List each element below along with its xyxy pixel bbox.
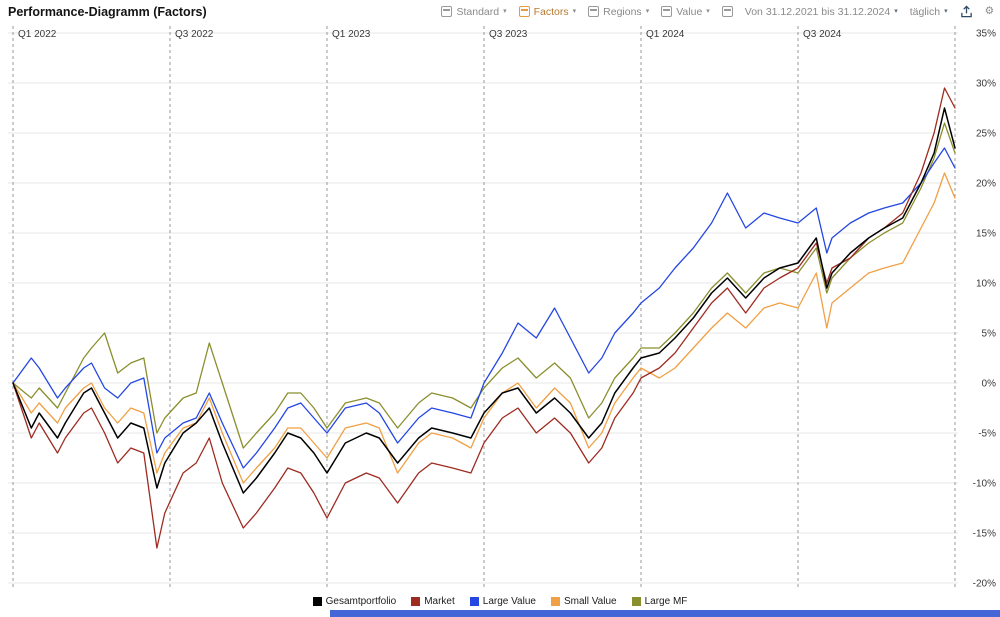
chevron-down-icon: ▾ [706, 7, 710, 15]
x-axis-label: Q1 2024 [646, 29, 685, 40]
legend-swatch [312, 596, 322, 606]
legend-label: Market [424, 595, 455, 607]
x-axis-label: Q3 2024 [803, 29, 842, 40]
y-axis-label: 35% [976, 29, 996, 40]
settings-button[interactable]: ⚙ [985, 6, 994, 17]
legend-label: Gesamtportfolio [325, 595, 397, 607]
series-line-small-value[interactable] [12, 172, 956, 484]
config-label: Standard [456, 5, 500, 18]
config-label: Value [676, 5, 703, 18]
y-axis-label: -15% [973, 529, 996, 540]
legend-item-small-value[interactable]: Small Value [550, 595, 617, 607]
y-axis-label: 10% [976, 279, 996, 290]
page-title: Performance-Diagramm (Factors) [8, 4, 207, 19]
chevron-down-icon: ▾ [944, 7, 948, 15]
gear-icon: ⚙ [984, 5, 994, 18]
config-icon [441, 6, 453, 17]
config-button-standard[interactable]: Standard ▾ [441, 5, 507, 18]
legend-swatch [550, 596, 560, 606]
export-button[interactable] [960, 5, 973, 18]
export-icon [960, 5, 972, 18]
new-config-icon [721, 6, 733, 17]
y-axis-label: -5% [978, 429, 996, 440]
config-button-value[interactable]: Value ▾ [661, 6, 710, 18]
legend-label: Small Value [563, 595, 617, 607]
chevron-down-icon: ▾ [572, 7, 577, 15]
date-range-button[interactable]: Von 31.12.2021 bis 31.12.2024 ▾ [745, 6, 898, 18]
y-axis-label: 30% [976, 79, 996, 90]
config-label: Regions [603, 5, 642, 18]
new-config-button[interactable] [721, 6, 733, 17]
legend-item-gesamtportfolio[interactable]: Gesamtportfolio [312, 595, 397, 607]
performance-chart[interactable]: 35% 30% 25% 20% 15% 10% 5% 0% -5% -10% -15% -20% Q1 … [0, 20, 1000, 592]
config-button-factors[interactable]: Factors ▾ [518, 5, 577, 18]
x-axis-label: Q1 2023 [332, 29, 371, 40]
interval-label: täglich [909, 5, 941, 18]
y-axis-label: 20% [976, 179, 996, 190]
chevron-down-icon: ▾ [894, 7, 898, 15]
series-line-large-mf[interactable] [12, 122, 956, 449]
y-axis-label: -20% [973, 579, 996, 590]
bottom-blue-bar [330, 610, 1000, 617]
y-axis-label: 0% [982, 379, 997, 390]
legend-label: Large Value [482, 595, 536, 607]
legend-item-market[interactable]: Market [411, 596, 455, 607]
legend-swatch [469, 596, 479, 606]
chart-legend: Gesamtportfolio Market Large Value Small Va… [0, 592, 1000, 610]
legend-item-large-value[interactable]: Large Value [469, 595, 536, 607]
series-line-gesamtportfolio[interactable] [12, 107, 956, 494]
chevron-down-icon: ▾ [503, 7, 507, 15]
y-axis-label: -10% [973, 479, 996, 490]
legend-swatch [631, 596, 641, 606]
interval-button[interactable]: täglich ▾ [910, 6, 948, 18]
x-axis-label: Q3 2022 [175, 29, 214, 40]
y-axis-label: 5% [982, 329, 997, 340]
date-range-label: Von 31.12.2021 bis 31.12.2024 [744, 5, 891, 18]
config-icon [518, 6, 530, 17]
x-axis-label: Q1 2022 [18, 29, 57, 40]
legend-swatch [411, 596, 421, 606]
legend-item-large-mf[interactable]: Large MF [631, 595, 688, 607]
config-label: Factors [533, 5, 569, 18]
chevron-down-icon: ▾ [645, 7, 650, 15]
config-icon [661, 6, 673, 17]
y-axis-label: 15% [976, 229, 996, 240]
series-line-large-value[interactable] [12, 147, 956, 469]
x-axis-label: Q3 2023 [489, 29, 528, 40]
legend-label: Large MF [644, 595, 688, 607]
toolbar: Performance-Diagramm (Factors) Standard ▾… [0, 0, 1000, 20]
config-icon [588, 6, 600, 17]
config-button-regions[interactable]: Regions ▾ [588, 6, 649, 18]
y-axis-label: 25% [976, 129, 996, 140]
chart-config-buttons: Standard ▾ Factors ▾ Regions ▾ Value ▾ [441, 5, 710, 18]
toolbar-controls: Standard ▾ Factors ▾ Regions ▾ Value ▾ Von 31.1… [441, 5, 994, 18]
series-line-market[interactable] [12, 87, 956, 549]
